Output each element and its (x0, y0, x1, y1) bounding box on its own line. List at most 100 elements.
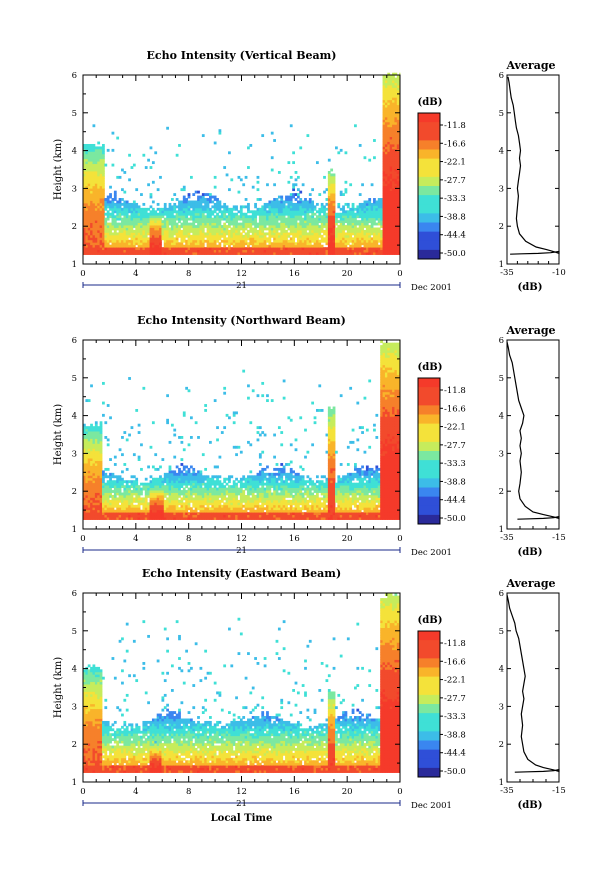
heatmap-cell (206, 517, 210, 520)
heatmap-cell (118, 252, 122, 255)
heatmap-cell (109, 475, 112, 479)
heatmap-cell (168, 487, 172, 491)
heatmap-cell (377, 217, 381, 221)
heatmap-cell (137, 247, 141, 251)
heatmap-cell (85, 239, 89, 243)
colorbar-swatch (418, 158, 440, 169)
heatmap-cell (204, 215, 208, 219)
heatmap-cell (149, 217, 153, 221)
heatmap-cell (356, 249, 360, 253)
heatmap-cell (368, 198, 372, 201)
heatmap-cell (97, 244, 101, 248)
heatmap-cell (263, 252, 267, 255)
heatmap-cell (382, 222, 386, 226)
heatmap-cell (223, 497, 227, 501)
heatmap-cell (235, 237, 238, 241)
heatmap-cell (99, 502, 103, 506)
heatmap-cell (325, 239, 329, 243)
heatmap-cell (90, 445, 93, 449)
heatmap-cell (92, 453, 96, 457)
heatmap-cell (130, 202, 134, 206)
heatmap-cell (301, 217, 305, 221)
heatmap-cell (121, 507, 124, 511)
heatmap-cell (168, 492, 172, 496)
heatmap-cell (197, 502, 200, 506)
heatmap-cell (220, 215, 224, 219)
heatmap-cell (128, 153, 131, 157)
heatmap-cell (216, 490, 219, 493)
heatmap-cell (389, 112, 393, 115)
heatmap-cell (192, 202, 196, 206)
heatmap-cell (116, 512, 120, 516)
heatmap-cell (156, 188, 160, 192)
heatmap-cell (94, 190, 98, 194)
heatmap-cell (304, 215, 307, 219)
heatmap-cell (320, 239, 324, 243)
heatmap-cell (109, 249, 112, 253)
heatmap-cell (228, 232, 231, 236)
profile-y-tick-label: 1 (499, 260, 504, 270)
heatmap-cell (104, 492, 108, 496)
heatmap-cell (116, 477, 120, 481)
heatmap-cell (218, 499, 222, 503)
heatmap-cell (389, 185, 393, 189)
heatmap-cell (192, 220, 196, 224)
heatmap-cell (225, 504, 229, 508)
heatmap-cell (275, 234, 279, 238)
heatmap-cell (289, 210, 293, 214)
heatmap-cell (94, 148, 98, 152)
heatmap-cell (189, 239, 193, 243)
heatmap-cell (339, 215, 343, 219)
heatmap-cell (330, 205, 334, 209)
heatmap-cell (83, 215, 86, 219)
heatmap-cell (163, 247, 167, 251)
heatmap-cell (87, 173, 91, 177)
heatmap-cell (142, 232, 146, 236)
heatmap-cell (315, 239, 319, 243)
heatmap-cell (94, 458, 98, 461)
heatmap-cell (113, 227, 117, 231)
heatmap-cell (118, 494, 122, 498)
heatmap-cell (247, 220, 250, 224)
heatmap-cell (384, 178, 388, 182)
heatmap-cell (384, 222, 388, 226)
heatmap-cell (392, 220, 395, 224)
heatmap-cell (197, 470, 200, 474)
heatmap-cell (83, 438, 86, 442)
heatmap-cell (121, 470, 124, 474)
heatmap-cell (85, 217, 89, 221)
heatmap-cell (113, 247, 117, 251)
heatmap-cell (204, 514, 208, 518)
heatmap-cell (102, 222, 105, 226)
heatmap-cell (377, 205, 381, 209)
heatmap-cell (135, 252, 139, 255)
heatmap-cell (83, 222, 86, 226)
colorbar-swatch (418, 222, 440, 233)
heatmap-cell (97, 497, 101, 501)
heatmap-cell (111, 512, 115, 516)
heatmap-cell (387, 198, 391, 201)
heatmap-cell (232, 237, 236, 241)
heatmap-cell (251, 215, 255, 219)
heatmap-cell (180, 188, 184, 192)
heatmap-cell (382, 129, 386, 133)
heatmap-cell (213, 249, 217, 253)
heatmap-cell (396, 212, 400, 216)
heatmap-cell (389, 143, 393, 147)
heatmap-cell (218, 485, 222, 489)
heatmap-cell (254, 217, 257, 221)
heatmap-cell (173, 470, 177, 474)
heatmap-cell (392, 198, 395, 201)
heatmap-cell (318, 239, 322, 243)
heatmap-cell (182, 200, 186, 204)
heatmap-cell (99, 148, 103, 152)
heatmap-cell (85, 470, 89, 474)
heatmap-cell (232, 504, 236, 508)
heatmap-cell (185, 482, 189, 486)
heatmap-cell (323, 222, 326, 226)
heatmap-cell (99, 512, 103, 516)
heatmap-cell (256, 198, 260, 201)
heatmap-cell (247, 252, 250, 255)
heatmap-cell (232, 232, 236, 236)
heatmap-cell (92, 470, 96, 474)
